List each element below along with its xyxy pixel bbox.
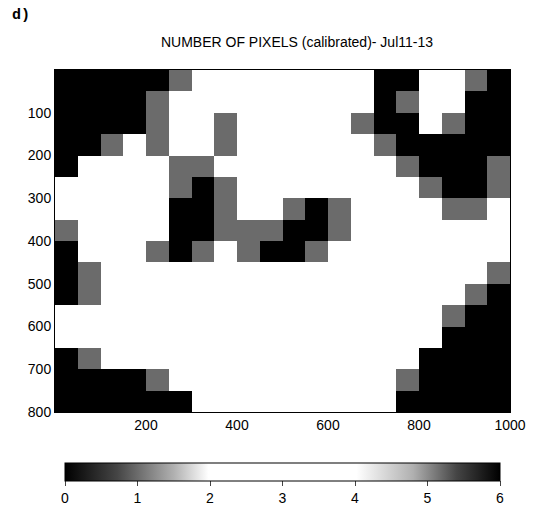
svg-text:700: 700 <box>28 361 52 377</box>
svg-text:0: 0 <box>61 490 69 506</box>
svg-text:500: 500 <box>28 276 52 292</box>
svg-text:400: 400 <box>28 233 52 249</box>
svg-text:600: 600 <box>28 318 52 334</box>
svg-text:800: 800 <box>407 417 431 433</box>
svg-text:NUMBER OF PIXELS (calibrated)-: NUMBER OF PIXELS (calibrated)- Jul11-13 <box>161 34 433 50</box>
svg-text:1: 1 <box>134 490 142 506</box>
svg-text:400: 400 <box>225 417 249 433</box>
svg-text:800: 800 <box>28 404 52 420</box>
svg-text:6: 6 <box>496 490 504 506</box>
svg-text:200: 200 <box>28 147 52 163</box>
svg-text:5: 5 <box>424 490 432 506</box>
svg-text:2: 2 <box>206 490 214 506</box>
svg-text:200: 200 <box>134 417 158 433</box>
svg-text:d): d) <box>12 7 30 24</box>
svg-text:3: 3 <box>279 490 287 506</box>
svg-text:600: 600 <box>316 417 340 433</box>
svg-text:100: 100 <box>28 105 52 121</box>
svg-text:1000: 1000 <box>494 417 525 433</box>
svg-text:300: 300 <box>28 190 52 206</box>
svg-text:4: 4 <box>351 490 359 506</box>
